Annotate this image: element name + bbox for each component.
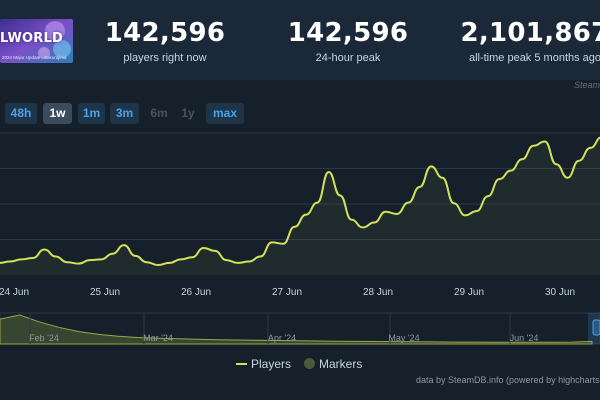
navigator-label: Mar '24: [143, 333, 173, 343]
range-button-1w[interactable]: 1w: [43, 103, 72, 124]
players-line-icon: [236, 363, 247, 365]
range-button-1y: 1y: [181, 106, 195, 120]
stat-label: all-time peak 5 months ago: [468, 52, 600, 64]
x-tick-label: 25 Jun: [90, 287, 120, 298]
players-area: [0, 137, 600, 275]
navigator-label: Feb '24: [29, 333, 59, 343]
legend-label: Markers: [319, 357, 363, 371]
thumbnail-title: LWORLD: [0, 31, 63, 46]
thumbnail-art-icon: [0, 19, 73, 63]
x-tick-label: 24 Jun: [0, 287, 29, 298]
x-axis-labels: 24 Jun 25 Jun 26 Jun 27 Jun 28 Jun 29 Jun 30 J…: [0, 287, 575, 298]
markers-dot-icon: [304, 358, 315, 369]
range-button-max[interactable]: max: [206, 103, 244, 124]
navigator-label: May '24: [388, 333, 419, 343]
thumbnail-subtitle: 2024 Major Update : Sakurajima: [2, 55, 67, 60]
stat-24h-peak: 142,596 24-hour peak: [283, 18, 413, 65]
stats-header: LWORLD 2024 Major Update : Sakurajima 14…: [0, 0, 600, 80]
navigator-label: Apr '24: [268, 333, 296, 343]
stat-value: 142,596: [104, 18, 226, 48]
x-tick-label: 28 Jun: [363, 287, 393, 298]
stat-label: 24-hour peak: [315, 52, 381, 64]
x-tick-label: 27 Jun: [272, 287, 302, 298]
stat-alltime-peak: 2,101,867 all-time peak 5 months ago: [460, 18, 600, 65]
x-tick-label: 29 Jun: [454, 287, 484, 298]
navigator-handle-icon[interactable]: [592, 319, 600, 336]
players-line[interactable]: [0, 136, 600, 267]
legend-label: Players: [251, 357, 292, 371]
app-thumbnail[interactable]: LWORLD 2024 Major Update : Sakurajima: [0, 19, 73, 63]
chart-area: [0, 137, 600, 275]
stat-value: 142,596: [287, 18, 409, 48]
stat-players-now: 142,596 players right now: [100, 18, 230, 65]
stat-label: players right now: [123, 52, 207, 64]
range-button-1m[interactable]: 1m: [78, 103, 105, 124]
x-tick-label: 26 Jun: [181, 287, 211, 298]
players-series[interactable]: [0, 136, 600, 267]
navigator-series: [0, 314, 593, 345]
range-button-48h[interactable]: 48h: [5, 103, 37, 124]
range-button-6m: 6m: [150, 106, 168, 120]
navigator[interactable]: Feb '24 Mar '24 Apr '24 May '24 Jun '24: [0, 312, 600, 345]
navigator-frame: [0, 312, 600, 345]
chart-gridlines: [0, 132, 600, 240]
x-tick-label: 30 Jun: [545, 287, 575, 298]
chart-credits[interactable]: data by SteamDB.info (powered by highcha…: [416, 375, 600, 385]
navigator-label: Jun '24: [510, 333, 539, 343]
steam-watermark: Steam: [573, 80, 600, 90]
range-button-3m[interactable]: 3m: [110, 103, 139, 124]
stat-value: 2,101,867: [460, 18, 600, 48]
